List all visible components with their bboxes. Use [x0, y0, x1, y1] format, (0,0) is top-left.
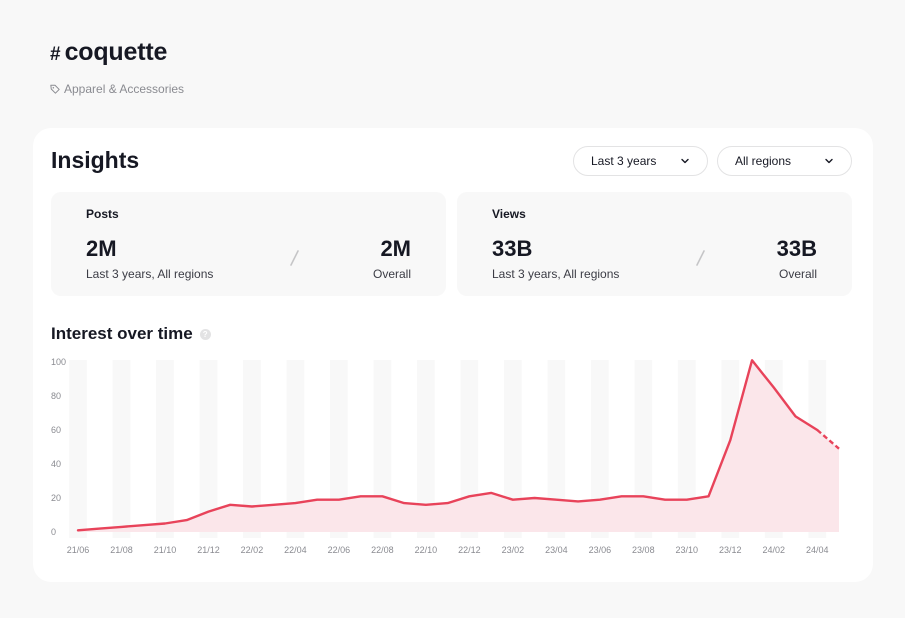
views-overall-value: 33B [776, 236, 817, 261]
hashtag-header: # coquette [50, 38, 167, 67]
hashtag-title: coquette [64, 38, 168, 66]
y-tick-label: 80 [51, 391, 61, 401]
period-dropdown-value: Last 3 years [591, 154, 657, 168]
posts-value: 2M [86, 236, 117, 261]
posts-overall-value: 2M [380, 236, 411, 261]
chart-band [677, 360, 696, 538]
question-icon[interactable]: ? [199, 328, 211, 340]
x-tick-label: 22/10 [415, 545, 438, 555]
y-tick-label: 100 [51, 357, 66, 367]
x-tick-label: 22/06 [328, 545, 351, 555]
views-scope: Last 3 years, All regions [492, 267, 620, 281]
chart-band [112, 360, 131, 538]
interest-over-time-title: Interest over time ? [51, 324, 211, 344]
chevron-down-icon [825, 158, 833, 164]
x-tick-label: 21/06 [67, 545, 90, 555]
chart-projection-line [816, 429, 840, 450]
divider-slash [696, 250, 705, 266]
posts-overall-label: Overall [372, 267, 411, 281]
chart-band [243, 360, 261, 538]
chart-band [503, 360, 522, 538]
chart-band [199, 360, 218, 538]
x-tick-label: 24/02 [763, 545, 786, 555]
chart-band [373, 360, 392, 538]
views-overall-label: Overall [778, 267, 817, 281]
period-dropdown[interactable]: Last 3 years [573, 146, 708, 176]
x-tick-label: 22/02 [241, 545, 264, 555]
chart-band [460, 360, 479, 538]
views-value: 33B [492, 236, 533, 261]
posts-scope: Last 3 years, All regions [86, 267, 214, 281]
y-tick-label: 0 [51, 527, 56, 537]
region-dropdown-value: All regions [735, 154, 792, 168]
x-tick-label: 22/08 [371, 545, 394, 555]
x-tick-label: 22/12 [458, 545, 481, 555]
x-tick-label: 23/08 [632, 545, 655, 555]
chevron-down-icon [681, 158, 689, 164]
x-tick-label: 23/06 [589, 545, 612, 555]
views-stat-card: Views 33B Last 3 years, All regions 33B … [457, 192, 852, 296]
hash-symbol: # [50, 44, 61, 65]
divider-slash [290, 250, 299, 266]
views-label: Views [492, 207, 526, 221]
y-tick-label: 20 [51, 493, 61, 503]
tag-icon [50, 84, 60, 94]
chart-band [156, 360, 174, 538]
x-tick-label: 21/08 [110, 545, 133, 555]
chart-band [286, 360, 305, 538]
category-name: Apparel & Accessories [64, 82, 185, 96]
chart-band [634, 360, 653, 538]
insights-card: Insights Last 3 years All regions Posts … [33, 128, 873, 582]
chart-band [417, 360, 435, 538]
x-tick-label: 21/10 [154, 545, 177, 555]
interest-title-text: Interest over time [51, 324, 193, 343]
chart-band [330, 360, 348, 538]
chart-area [78, 360, 839, 532]
insights-title: Insights [51, 147, 140, 173]
x-tick-label: 24/04 [806, 545, 829, 555]
x-tick-label: 22/04 [284, 545, 307, 555]
category-label[interactable]: Apparel & Accessories [50, 82, 184, 96]
chart-band [590, 360, 609, 538]
y-tick-label: 40 [51, 459, 61, 469]
interest-chart: 0 20 40 60 80 100 21/06 21/08 21/10 21/12 22/02 22/… [51, 357, 840, 555]
x-tick-label: 23/10 [676, 545, 699, 555]
x-tick-label: 23/04 [545, 545, 568, 555]
chart-band [547, 360, 566, 538]
x-tick-label: 21/12 [197, 545, 220, 555]
x-tick-label: 23/12 [719, 545, 742, 555]
y-tick-label: 60 [51, 425, 61, 435]
posts-label: Posts [86, 207, 119, 221]
chart-band [69, 360, 87, 538]
x-tick-label: 23/02 [502, 545, 525, 555]
posts-stat-card: Posts 2M Last 3 years, All regions 2M Ov… [51, 192, 446, 296]
region-dropdown[interactable]: All regions [717, 146, 852, 176]
